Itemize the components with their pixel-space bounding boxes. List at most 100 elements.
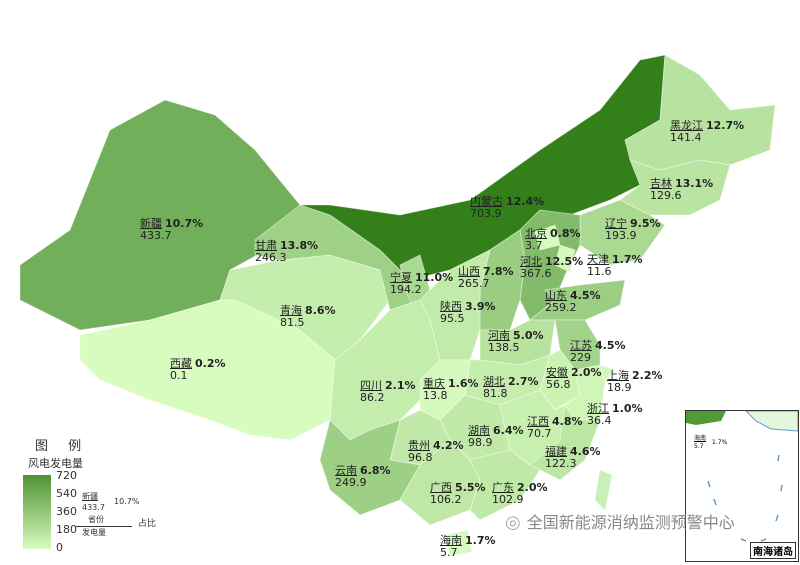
inset-caption: 南海诸岛 [750, 542, 796, 559]
province-name: 浙江 [587, 402, 609, 415]
inset-map [686, 411, 798, 542]
province-label-jilin: 吉林 13.1% 129.6 [650, 178, 713, 202]
province-pct: 6.8% [360, 464, 391, 477]
legend-key-pct: 占比 [138, 519, 157, 529]
province-pct: 4.5% [570, 289, 601, 302]
province-label-guizhou: 贵州 4.2% 96.8 [408, 440, 464, 464]
province-value: 259.2 [545, 301, 577, 314]
legend-tick: 720 [56, 469, 77, 482]
province-label-row: 四川 2.1% [360, 380, 416, 392]
province-name: 河南 [488, 329, 510, 342]
province-label-shanghai: 上海 2.2% 18.9 [607, 370, 663, 394]
province-label-row: 宁夏 11.0% [390, 272, 453, 284]
province-pct: 1.7% [465, 534, 496, 547]
province-label-gansu: 甘肃 13.8% 246.3 [255, 240, 318, 264]
legend-key-name: 省份 [88, 515, 104, 524]
province-value: 96.8 [408, 451, 433, 464]
province-label-guangdong: 广东 2.0% 102.9 [492, 482, 548, 506]
province-label-row: 黑龙江 12.7% [670, 120, 744, 132]
legend-key-divider [76, 526, 132, 527]
province-label-row: 海南 1.7% [440, 535, 496, 547]
province-label-row: 江西 4.8% [527, 416, 583, 428]
province-label-zhejiang: 浙江 1.0% 36.4 [587, 403, 643, 427]
province-value: 703.9 [470, 207, 502, 220]
province-name: 青海 [280, 304, 302, 317]
province-label-jiangxi: 江西 4.8% 70.7 [527, 416, 583, 440]
province-label-anhui: 安徽 2.0% 56.8 [546, 367, 602, 391]
inset-label-pct: 1.7% [712, 439, 728, 446]
legend-tick: 540 [56, 487, 77, 500]
province-label-hebei: 河北 12.5% 367.6 [520, 256, 583, 280]
province-label-row: 陕西 3.9% [440, 301, 496, 313]
province-shape-taiwan [595, 470, 612, 510]
province-value: 265.7 [458, 277, 490, 290]
province-value: 56.8 [546, 378, 571, 391]
province-label-row: 福建 4.6% [545, 446, 601, 458]
province-pct: 2.0% [571, 366, 602, 379]
wechat-icon: ◎ [505, 512, 521, 533]
province-label-qinghai: 青海 8.6% 81.5 [280, 305, 336, 329]
province-value: 81.8 [483, 387, 508, 400]
province-label-hainan: 海南 1.7% 5.7 [440, 535, 496, 559]
province-name: 贵州 [408, 439, 430, 452]
province-label-row: 吉林 13.1% [650, 178, 713, 190]
province-value: 102.9 [492, 493, 524, 506]
province-label-row: 广东 2.0% [492, 482, 548, 494]
province-shape-jilin [619, 159, 731, 216]
province-pct: 12.4% [506, 195, 545, 208]
province-name: 安徽 [546, 366, 568, 379]
province-name: 重庆 [423, 377, 445, 390]
province-name: 内蒙古 [470, 195, 503, 208]
province-value: 13.8 [423, 389, 448, 402]
province-label-hubei: 湖北 2.7% 81.8 [483, 376, 539, 400]
province-name: 四川 [360, 379, 382, 392]
province-pct: 12.7% [706, 119, 745, 132]
province-label-row: 西藏 0.2% [170, 358, 226, 370]
province-label-xinjiang: 新疆 10.7% 433.7 [140, 218, 203, 242]
province-label-row: 安徽 2.0% [546, 367, 602, 379]
province-label-row: 云南 6.8% [335, 465, 391, 477]
province-name: 辽宁 [605, 217, 627, 230]
province-pct: 6.4% [493, 424, 524, 437]
province-pct: 13.8% [280, 239, 319, 252]
legend-tick: 0 [56, 541, 63, 554]
province-label-row: 山东 4.5% [545, 290, 601, 302]
province-pct: 3.9% [465, 300, 496, 313]
province-label-fujian: 福建 4.6% 122.3 [545, 446, 601, 470]
province-label-row: 北京 0.8% [525, 228, 581, 240]
province-value: 129.6 [650, 189, 682, 202]
province-label-row: 湖北 2.7% [483, 376, 539, 388]
province-shape-tianjin [554, 244, 576, 273]
province-value: 122.3 [545, 457, 577, 470]
province-label-row: 上海 2.2% [607, 370, 663, 382]
province-pct: 11.0% [415, 271, 454, 284]
south-china-sea-inset: 海南 5.7 1.7% 南海诸岛 [685, 410, 799, 562]
province-label-row: 辽宁 9.5% [605, 218, 661, 230]
province-value: 433.7 [140, 229, 172, 242]
legend-subtitle: 风电发电量 [28, 457, 83, 470]
province-label-row: 新疆 10.7% [140, 218, 203, 230]
province-value: 106.2 [430, 493, 462, 506]
province-value: 138.5 [488, 341, 520, 354]
legend-color-bar [23, 475, 51, 549]
province-name: 新疆 [140, 217, 162, 230]
province-value: 98.9 [468, 436, 493, 449]
province-name: 山东 [545, 289, 567, 302]
province-pct: 4.5% [595, 339, 626, 352]
province-label-beijing: 北京 0.8% 3.7 [525, 228, 581, 252]
province-pct: 10.7% [165, 217, 204, 230]
province-name: 湖北 [483, 375, 505, 388]
province-label-hunan: 湖南 6.4% 98.9 [468, 425, 524, 449]
province-pct: 5.5% [455, 481, 486, 494]
province-name: 上海 [607, 369, 629, 382]
province-pct: 7.8% [483, 265, 514, 278]
province-value: 367.6 [520, 267, 552, 280]
province-name: 天津 [587, 253, 609, 266]
province-label-shaanxi: 陕西 3.9% 95.5 [440, 301, 496, 325]
watermark: ◎ 全国新能源消纳监测预警中心 [505, 513, 735, 533]
province-label-row: 天津 1.7% [587, 254, 643, 266]
province-value: 5.7 [440, 546, 458, 559]
province-label-neimenggu: 内蒙古 12.4% 703.9 [470, 196, 544, 220]
